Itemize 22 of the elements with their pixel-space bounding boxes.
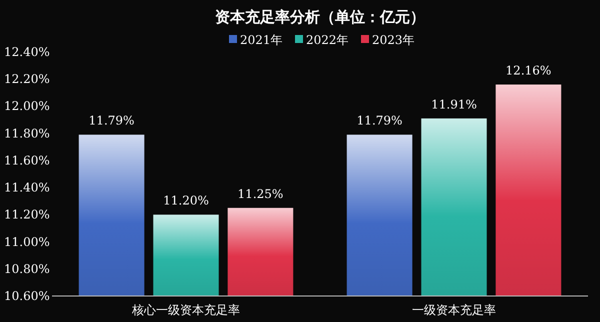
y-tick-label: 11.40% xyxy=(4,180,50,195)
y-tick-label: 12.00% xyxy=(4,99,50,114)
data-label: 11.91% xyxy=(431,97,477,112)
y-tick-label: 11.20% xyxy=(4,208,50,222)
y-tick-label: 10.60% xyxy=(4,289,50,303)
legend-label: 2023年 xyxy=(372,33,415,47)
legend-label: 2022年 xyxy=(306,33,349,47)
y-tick-label: 11.80% xyxy=(4,126,50,140)
data-label: 11.25% xyxy=(238,186,284,201)
data-label: 11.79% xyxy=(356,114,402,128)
y-tick-label: 11.60% xyxy=(4,153,50,168)
y-tick-label: 10.80% xyxy=(4,262,50,276)
x-tick-label: 一级资本充足率 xyxy=(412,303,496,317)
chart-title: 资本充足率分析（单位：亿元） xyxy=(215,8,425,26)
y-tick-label: 12.40% xyxy=(4,45,50,59)
data-label: 11.20% xyxy=(163,194,209,208)
legend-label: 2021年 xyxy=(240,33,283,47)
y-tick-label: 12.20% xyxy=(4,72,50,86)
y-tick-label: 11.00% xyxy=(4,234,50,249)
x-tick-label: 核心一级资本充足率 xyxy=(131,303,240,317)
data-label: 11.79% xyxy=(88,114,134,128)
data-label: 12.16% xyxy=(506,64,552,78)
